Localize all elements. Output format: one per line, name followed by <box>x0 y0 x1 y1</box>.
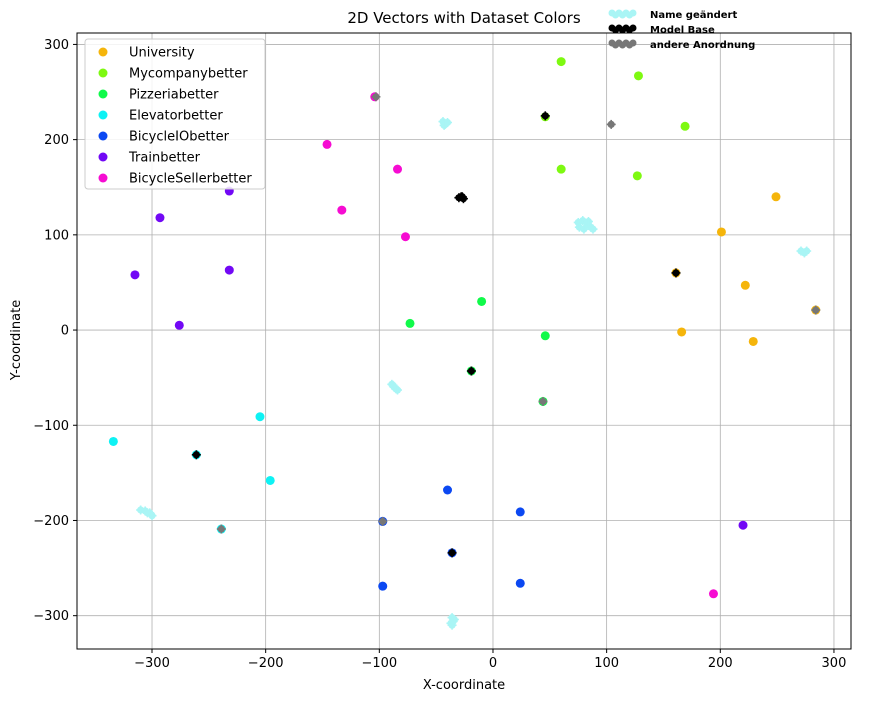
top-legend-marker <box>608 24 637 34</box>
top-legend-label: Name geändert <box>650 10 737 21</box>
overlay-point <box>588 224 598 234</box>
data-point-mycompanybetter <box>556 57 566 67</box>
legend-label: Pizzeriabetter <box>129 88 219 103</box>
data-point-bicyclesellerbetter <box>337 205 347 215</box>
data-point-trainbetter <box>738 520 748 530</box>
data-point-trainbetter <box>155 213 165 223</box>
x-tick-label: −200 <box>248 656 284 671</box>
y-tick-label: 100 <box>44 228 69 243</box>
y-tick-label: −300 <box>33 609 69 624</box>
data-point-bicycleiobetter <box>515 578 525 588</box>
overlay-point <box>574 222 584 232</box>
legend-marker <box>98 89 108 99</box>
legend-label: BicycleIObetter <box>129 130 230 145</box>
data-point-bicycleiobetter <box>515 507 525 517</box>
overlay-point <box>371 92 381 102</box>
data-point-mycompanybetter <box>633 71 643 81</box>
legend-box <box>84 38 266 190</box>
chart-title: 2D Vectors with Dataset Colors <box>347 9 581 27</box>
axes: −300 −200 −100 0 100 200 300 300 200 100 0 −100 −200… <box>33 32 852 671</box>
y-tick-label: −100 <box>33 419 69 434</box>
data-point-bicycleiobetter <box>443 485 453 495</box>
overlay-point <box>671 268 681 278</box>
data-point-trainbetter <box>224 265 234 275</box>
overlay-point <box>216 524 226 534</box>
overlay-point <box>802 246 812 256</box>
data-point-bicyclesellerbetter <box>400 232 410 242</box>
legend-marker <box>98 173 108 183</box>
overlay-point <box>191 450 201 460</box>
data-point-trainbetter <box>130 270 140 280</box>
legend: University Mycompanybetter Pizzeriabetter E… <box>84 38 266 190</box>
legend-label: Elevatorbetter <box>129 109 223 124</box>
legend-marker <box>98 131 108 141</box>
x-tick-label: −100 <box>361 656 397 671</box>
overlay-point <box>447 548 457 558</box>
overlay-point <box>388 380 398 390</box>
top-legend-dot <box>629 24 637 32</box>
data-point-pizzeriabetter <box>477 296 487 306</box>
data-point-elevatorbetter <box>265 475 275 485</box>
overlay-point <box>583 217 593 227</box>
legend-marker <box>98 110 108 120</box>
data-point-bicyclesellerbetter <box>708 589 718 599</box>
data-point-elevatorbetter <box>108 436 118 446</box>
x-axis-label: X-coordinate <box>423 678 505 693</box>
top-legend-label: Model Base <box>650 25 715 36</box>
data-point-university <box>748 336 758 346</box>
y-tick-label: 200 <box>44 133 69 148</box>
legend-label: Trainbetter <box>128 151 201 166</box>
data-point-mycompanybetter <box>680 121 690 131</box>
x-tick-label: 200 <box>708 656 733 671</box>
data-point-bicyclesellerbetter <box>322 139 332 149</box>
x-tick-label: 0 <box>489 656 497 671</box>
y-tick-label: −200 <box>33 514 69 529</box>
overlay-point <box>457 192 467 202</box>
overlay-point <box>439 120 449 130</box>
top-legend-marker <box>608 9 637 19</box>
overlay-point <box>811 305 821 315</box>
data-point-pizzeriabetter <box>405 318 415 328</box>
data-point-mycompanybetter <box>556 164 566 174</box>
legend-label: University <box>129 46 195 61</box>
legend-label: BicycleSellerbetter <box>129 172 252 187</box>
data-point-pizzeriabetter <box>540 331 550 341</box>
data-point-bicycleiobetter <box>378 581 388 591</box>
y-axis-label: Y-coordinate <box>9 300 24 381</box>
overlay-point <box>378 516 388 526</box>
legend-marker <box>98 68 108 78</box>
overlay-point <box>393 385 403 395</box>
overlay-point <box>142 508 152 518</box>
overlay-point <box>466 366 476 376</box>
x-tick-label: −300 <box>134 656 170 671</box>
top-legend-dot <box>629 39 637 47</box>
data-point-university <box>677 327 687 337</box>
overlay-point <box>540 111 550 121</box>
top-legend-dot <box>629 9 637 17</box>
data-point-university <box>771 192 781 202</box>
legend-marker <box>98 47 108 57</box>
overlay-point <box>538 396 548 406</box>
top-legend-label: andere Anordnung <box>650 40 755 51</box>
plot-area <box>77 33 851 649</box>
y-tick-label: 0 <box>61 324 69 339</box>
legend-label: Mycompanybetter <box>129 67 248 82</box>
data-point-elevatorbetter <box>255 412 265 422</box>
top-legend-marker <box>608 39 637 49</box>
y-tick-label: 300 <box>44 38 69 53</box>
data-point-university <box>716 227 726 237</box>
top-legend: Name geändert Model Base andere Anordnung <box>608 9 755 51</box>
data-point-mycompanybetter <box>632 171 642 181</box>
overlay-point <box>606 119 616 129</box>
data-point-trainbetter <box>174 320 184 330</box>
axes-frame <box>76 32 852 650</box>
overlay-point <box>446 618 456 628</box>
x-tick-label: 100 <box>594 656 619 671</box>
data-point-bicyclesellerbetter <box>393 164 403 174</box>
data-point-university <box>740 280 750 290</box>
x-tick-label: 300 <box>822 656 847 671</box>
legend-marker <box>98 152 108 162</box>
